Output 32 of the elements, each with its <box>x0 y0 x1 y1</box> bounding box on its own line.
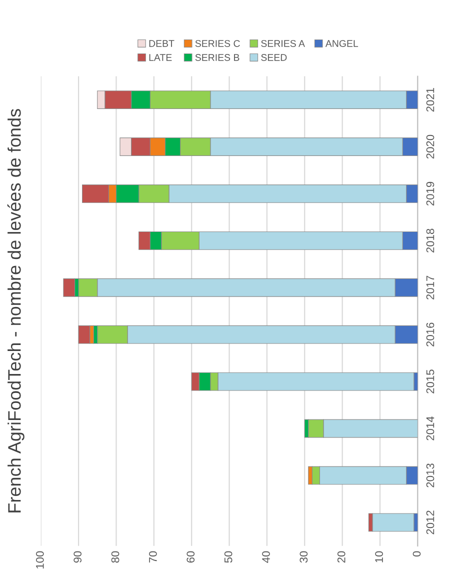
legend-label: SEED <box>261 54 287 61</box>
legend-label: SERIES A <box>261 40 305 47</box>
x-tick-label: 90 <box>74 551 82 563</box>
x-tick-label: 60 <box>186 551 195 563</box>
y-tick-label: 2018 <box>426 228 434 252</box>
bar <box>372 513 414 532</box>
y-tick-label: 2019 <box>426 182 434 206</box>
y-tick-label: 2015 <box>426 370 434 394</box>
y-tick-label: 2021 <box>426 88 434 112</box>
legend-label: ANGEL <box>325 40 358 47</box>
x-tick-label: 10 <box>375 551 383 562</box>
y-tick-label: 2016 <box>426 322 434 346</box>
x-tick-label: 30 <box>300 551 308 563</box>
x-tick-label: 100 <box>36 551 44 568</box>
bar <box>63 278 76 297</box>
legend-label: LATE <box>149 54 172 61</box>
y-tick-label: 2012 <box>426 510 434 534</box>
x-tick-label: 80 <box>111 551 120 563</box>
x-tick-label: 50 <box>224 551 232 563</box>
y-tick-label: 2017 <box>426 276 434 300</box>
y-tick-label: 2014 <box>426 416 434 440</box>
bar <box>78 325 90 344</box>
x-tick-label: 40 <box>262 551 270 563</box>
text: French AgriFoodTech - nombre de levées de fonds <box>7 109 24 512</box>
x-tick-label: 0 <box>412 551 421 557</box>
x-tick-label: 70 <box>149 551 157 563</box>
x-tick-label: 20 <box>337 551 346 563</box>
y-tick-label: 2013 <box>426 464 434 488</box>
legend-label: SERIES C <box>195 40 240 47</box>
legend-label: SERIES B <box>195 54 240 61</box>
legend-label: DEBT <box>149 40 174 47</box>
y-tick-label: 2020 <box>426 134 434 159</box>
